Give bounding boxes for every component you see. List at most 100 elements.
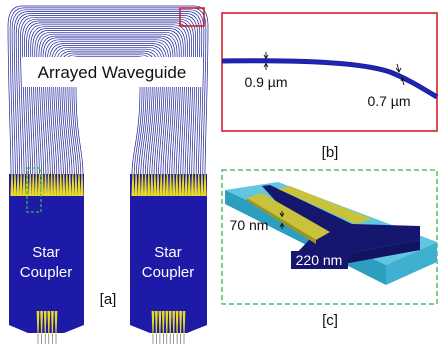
waveguide-line bbox=[40, 35, 176, 175]
waveguide-line bbox=[15, 13, 201, 175]
width-marker-2 bbox=[395, 63, 406, 86]
star-coupler-right-label-1: Star bbox=[154, 244, 182, 261]
waveguide-line bbox=[9, 7, 207, 175]
output-taper bbox=[155, 311, 158, 334]
arrayed-waveguide-lines bbox=[7, 5, 209, 175]
output-taper bbox=[43, 311, 47, 334]
panel-b-tag: [b] bbox=[322, 144, 339, 161]
taper bbox=[172, 174, 176, 196]
taper bbox=[147, 174, 151, 196]
waveguide-line bbox=[46, 41, 170, 175]
waveguide-line bbox=[32, 28, 184, 175]
output-taper bbox=[158, 311, 162, 334]
etch-depth-marker bbox=[279, 211, 285, 229]
output-taper bbox=[175, 311, 179, 334]
waveguide-line bbox=[13, 11, 203, 175]
waveguide-line bbox=[28, 24, 188, 175]
waveguide-line bbox=[44, 39, 172, 175]
taper bbox=[31, 174, 35, 196]
taper bbox=[159, 174, 163, 196]
taper bbox=[156, 174, 160, 196]
taper bbox=[25, 174, 29, 196]
taper bbox=[34, 174, 38, 196]
output-taper bbox=[168, 311, 172, 334]
output-taper bbox=[40, 311, 43, 334]
taper bbox=[187, 174, 191, 196]
taper bbox=[197, 174, 201, 196]
taper bbox=[131, 174, 135, 196]
etched-region-left-edge bbox=[247, 198, 316, 244]
taper bbox=[74, 174, 78, 196]
taper bbox=[56, 174, 60, 196]
arrayed-waveguide-label: Arrayed Waveguide bbox=[38, 63, 187, 82]
waveguide-slab-top bbox=[262, 185, 420, 258]
taper bbox=[178, 174, 182, 196]
taper bbox=[37, 174, 41, 196]
taper bbox=[194, 174, 198, 196]
output-taper bbox=[54, 311, 58, 334]
taper bbox=[153, 174, 157, 196]
waveguide-line bbox=[34, 30, 182, 175]
taper bbox=[65, 174, 69, 196]
title-backdrop bbox=[22, 57, 202, 87]
thickness-label: 220 nm bbox=[296, 252, 343, 268]
waveguide-line bbox=[7, 5, 209, 175]
star-coupler-left-label-1: Star bbox=[32, 244, 60, 261]
waveguide-line bbox=[50, 45, 166, 175]
waveguide-line bbox=[55, 48, 161, 175]
output-taper bbox=[51, 311, 54, 334]
waveguide-line bbox=[63, 56, 153, 175]
taper bbox=[46, 174, 51, 196]
waveguide-line bbox=[26, 22, 190, 175]
taper bbox=[59, 174, 63, 196]
taper bbox=[28, 174, 32, 196]
waveguide-line bbox=[52, 46, 164, 175]
waveguide-line bbox=[59, 52, 157, 175]
panel-a: Arrayed Waveguide Star Coupler Star Coup… bbox=[7, 5, 209, 344]
taper bbox=[181, 174, 185, 196]
waveguide-line bbox=[17, 15, 199, 175]
taper bbox=[71, 174, 75, 196]
width-marker-1 bbox=[263, 52, 269, 70]
waveguide-line bbox=[11, 9, 205, 175]
taper bbox=[80, 174, 84, 196]
width-label-0-9um: 0.9 µm bbox=[244, 74, 287, 90]
output-taper bbox=[179, 311, 182, 334]
panel-b-frame bbox=[221, 12, 438, 132]
star-coupler-right bbox=[130, 174, 207, 333]
taper bbox=[10, 174, 14, 196]
taper bbox=[190, 174, 195, 196]
waveguide-line bbox=[57, 50, 159, 175]
width-label-0-7um: 0.7 µm bbox=[367, 93, 410, 109]
taper bbox=[169, 174, 173, 196]
taper bbox=[50, 174, 54, 196]
waveguide-line bbox=[20, 16, 196, 175]
thickness-marker bbox=[316, 272, 322, 284]
zoom-box-red bbox=[179, 7, 205, 27]
output-taper bbox=[182, 311, 186, 334]
thickness-label-backdrop bbox=[291, 251, 348, 269]
panel-b: 0.9 µm 0.7 µm [b] bbox=[221, 12, 439, 161]
output-taper bbox=[172, 311, 176, 334]
taper bbox=[13, 174, 17, 196]
output-taper bbox=[36, 311, 40, 334]
taper bbox=[140, 174, 144, 196]
taper bbox=[175, 174, 179, 196]
star-coupler-right-label-2: Coupler bbox=[142, 264, 195, 281]
zoom-box-green bbox=[26, 167, 42, 213]
waveguide-line bbox=[30, 26, 186, 175]
waveguide-line bbox=[48, 43, 168, 175]
taper bbox=[134, 174, 138, 196]
waveguide-bend-inner bbox=[221, 59, 438, 99]
waveguide-line bbox=[24, 20, 192, 175]
star-coupler-left-label-2: Coupler bbox=[20, 264, 73, 281]
taper bbox=[162, 174, 166, 196]
taper bbox=[203, 174, 207, 196]
taper bbox=[143, 174, 148, 196]
waveguide-line bbox=[22, 18, 194, 175]
waveguide-line bbox=[42, 37, 174, 175]
output-taper bbox=[165, 311, 169, 334]
etched-region-left bbox=[247, 193, 330, 240]
waveguide-line bbox=[38, 33, 178, 175]
